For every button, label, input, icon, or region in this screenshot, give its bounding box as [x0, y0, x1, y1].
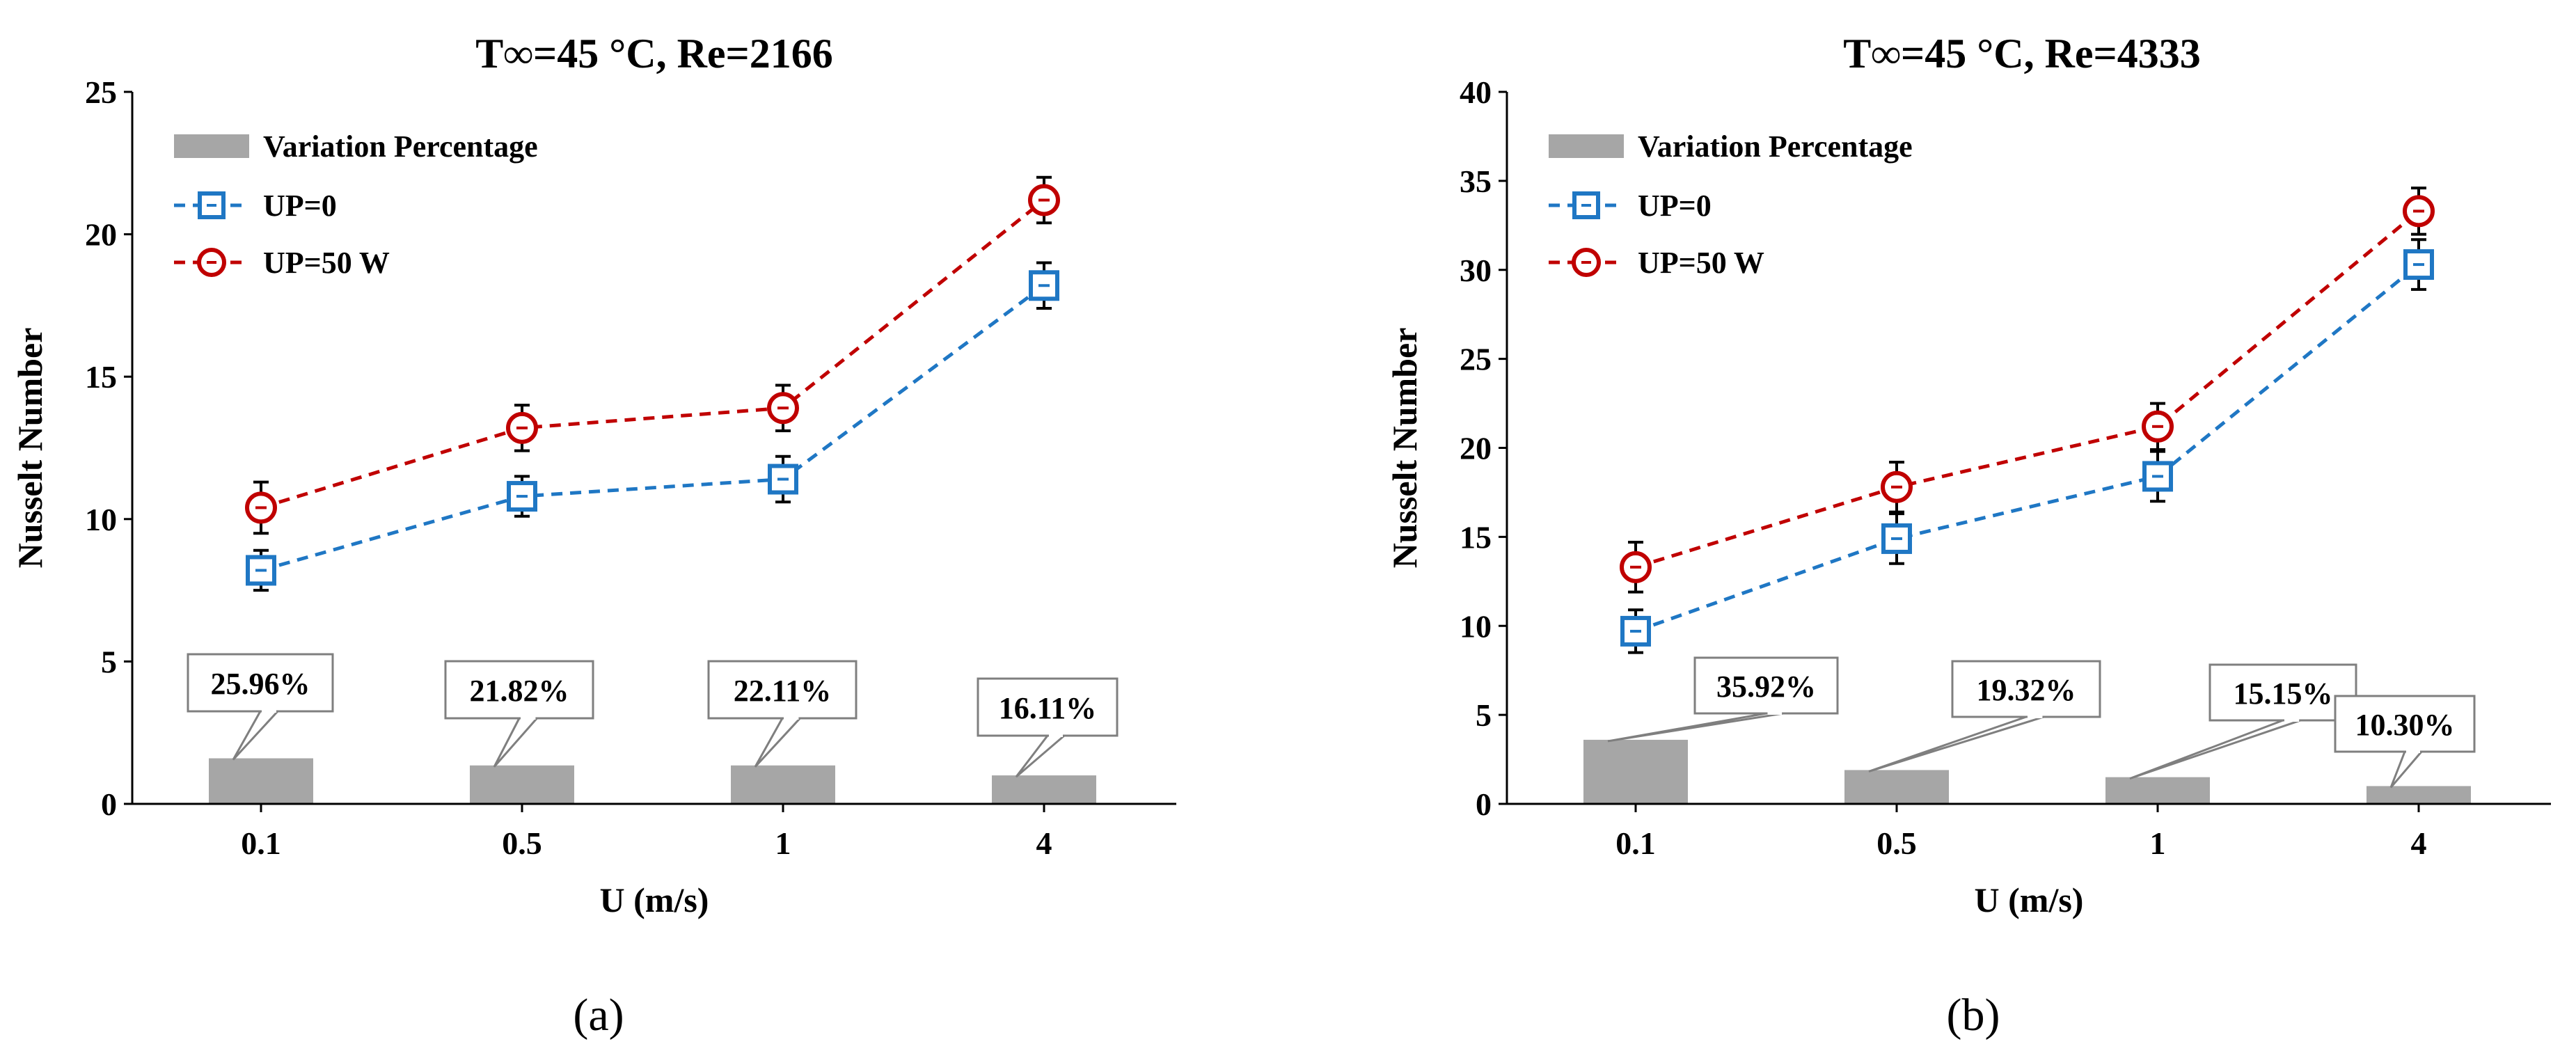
data-point-square: [1029, 270, 1059, 301]
panel-label: (b): [1947, 990, 2000, 1041]
x-axis-label: U (m/s): [1975, 880, 2084, 919]
callout-pointer: [2129, 719, 2301, 780]
x-tick-label: 0.5: [502, 825, 542, 861]
series-line: [1635, 263, 2420, 633]
y-tick-label: 5: [1476, 697, 1492, 733]
callout-label: 16.11%: [999, 691, 1097, 725]
panel-label: (a): [573, 990, 624, 1041]
chart-title: T∞=45 °C, Re=4333: [1843, 31, 2200, 77]
y-tick-label: 5: [101, 644, 117, 679]
callout-pointer: [1868, 715, 2044, 773]
callout-box: [187, 653, 334, 713]
y-tick-label: 15: [85, 359, 117, 395]
y-tick-label: 10: [1460, 608, 1492, 644]
y-tick-label: 10: [85, 502, 117, 537]
callout-box: [444, 660, 594, 720]
y-axis-label: Nusselt Number: [10, 328, 49, 569]
legend-label-up0: UP=0: [263, 189, 337, 223]
chart-panel-b: T∞=45 °C, Re=4333 0 5 10 15 20 25 30 35 40 0.1 0.5 1…: [1385, 31, 2551, 1041]
data-point-square: [2142, 461, 2173, 492]
chart-title: T∞=45 °C, Re=2166: [475, 31, 832, 77]
variation-bar: [1844, 770, 1949, 804]
callout-box: [2334, 695, 2476, 753]
y-tick-label: 0: [1476, 786, 1492, 822]
series-line: [260, 198, 1045, 509]
callout-box: [707, 660, 858, 720]
callout-pointer: [754, 717, 801, 768]
chart-panel-a: T∞=45 °C, Re=2166 0 5 10 15 20 25 0.1 0.5 1 4 U (m/…: [10, 31, 1176, 1041]
legend-label-bar: Variation Percentage: [263, 129, 538, 164]
legend-label-bar: Variation Percentage: [1638, 129, 1913, 164]
x-tick-label: 0.5: [1876, 825, 1917, 861]
x-tick-label: 1: [775, 825, 791, 861]
callout-pointer: [493, 718, 538, 768]
x-tick-label: 4: [2411, 825, 2427, 861]
legend-swatch-bar: [174, 134, 249, 158]
series-line: [1635, 209, 2420, 569]
variation-bar: [1583, 739, 1688, 804]
variation-bar: [731, 765, 835, 804]
variation-bar: [992, 775, 1096, 804]
data-point-square: [768, 464, 798, 495]
callout-label: 10.30%: [2355, 708, 2455, 742]
callout-box: [2208, 663, 2357, 722]
y-tick-label: 20: [85, 217, 117, 253]
legend-swatch-bar: [1549, 134, 1624, 158]
variation-bar: [209, 758, 313, 804]
y-tick-label: 35: [1460, 164, 1492, 199]
x-tick-label: 0.1: [1615, 825, 1656, 861]
legend-label-up50: UP=50 W: [1638, 246, 1764, 280]
callout-label: 15.15%: [2234, 677, 2333, 711]
x-tick-label: 0.1: [241, 825, 281, 861]
callout-label: 35.92%: [1716, 670, 1816, 704]
y-tick-label: 15: [1460, 519, 1492, 555]
variation-bar: [2105, 777, 2210, 804]
callout-box: [1951, 660, 2101, 718]
callout-pointer: [1015, 734, 1065, 778]
callout-box: [977, 677, 1119, 737]
y-tick-label: 40: [1460, 74, 1492, 110]
data-point-square: [246, 555, 276, 586]
y-tick-label: 0: [101, 786, 117, 822]
callout-pointer: [2389, 751, 2423, 789]
series-line: [260, 284, 1045, 572]
y-tick-label: 25: [85, 74, 117, 110]
x-tick-label: 4: [1036, 825, 1052, 861]
legend-label-up0: UP=0: [1638, 189, 1712, 223]
callout-label: 19.32%: [1977, 673, 2076, 707]
callout-pointer: [1607, 712, 1784, 743]
y-tick-label: 30: [1460, 253, 1492, 288]
legend-label-up50: UP=50 W: [263, 246, 390, 280]
x-tick-label: 1: [2150, 825, 2166, 861]
variation-bar: [470, 765, 574, 804]
y-tick-label: 25: [1460, 342, 1492, 377]
variation-bar: [2366, 786, 2471, 804]
callout-box: [1693, 656, 1839, 715]
x-axis-label: U (m/s): [600, 880, 709, 919]
callout-label: 21.82%: [470, 674, 569, 708]
callout-label: 22.11%: [734, 674, 832, 708]
callout-pointer: [232, 710, 279, 761]
y-axis-label: Nusselt Number: [1385, 328, 1424, 569]
y-tick-label: 20: [1460, 431, 1492, 466]
callout-label: 25.96%: [211, 667, 310, 701]
